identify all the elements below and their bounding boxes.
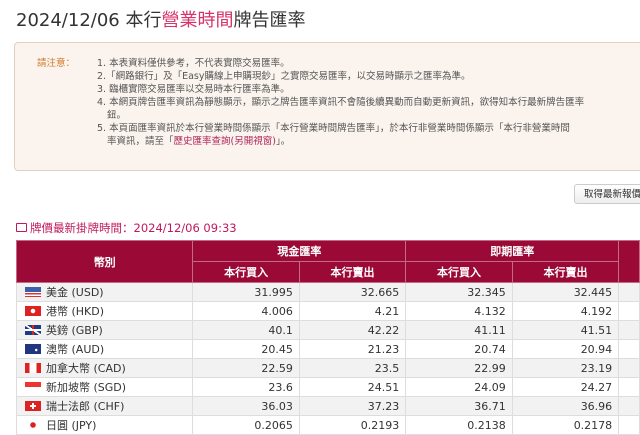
spot-sell-cell: 32.445 xyxy=(511,282,620,302)
cash-sell-cell: 0.2193 xyxy=(298,415,407,435)
spot-buy-cell: 4.132 xyxy=(405,301,513,321)
spot-buy-header: 本行買入 xyxy=(405,261,513,283)
table-row: 英鎊 (GBP) 40.1 42.22 41.11 41.51 xyxy=(15,320,640,340)
notice-item: 1. 本表資料僅供參考，不代表實際交易匯率。 xyxy=(97,58,290,69)
flag-ch-icon xyxy=(25,401,41,411)
cash-buy-cell: 23.6 xyxy=(192,377,300,397)
notice-item: 2.「網路銀行」及「Easy購線上申購現鈔」之實際交易匯率，以交易時顯示之匯率為… xyxy=(97,71,471,82)
spot-rate-header: 即期匯率 xyxy=(405,240,620,262)
table-row: 瑞士法郎 (CHF) 36.03 37.23 36.71 36.96 xyxy=(15,396,640,416)
currency-cell: 加拿大幣 (CAD) xyxy=(15,358,194,378)
spot-buy-cell: 32.345 xyxy=(405,282,513,302)
table-row: 日圓 (JPY) 0.2065 0.2193 0.2138 0.2178 xyxy=(15,415,640,435)
currency-cell: 瑞士法郎 (CHF) xyxy=(15,396,194,416)
notice-item: 4. 本網頁牌告匯率資訊為靜態顯示，顯示之牌告匯率資訊不會隨後續異動而自動更新資… xyxy=(97,97,585,108)
cash-buy-cell: 4.006 xyxy=(192,301,300,321)
spot-sell-cell: 20.94 xyxy=(511,339,620,359)
table-row: 澳幣 (AUD) 20.45 21.23 20.74 20.94 xyxy=(15,339,640,359)
cash-buy-cell: 0.2065 xyxy=(192,415,300,435)
table-row: 港幣 (HKD) 4.006 4.21 4.132 4.192 xyxy=(15,301,640,321)
currency-cell: 英鎊 (GBP) xyxy=(15,320,194,340)
cash-sell-cell: 4.21 xyxy=(298,301,407,321)
cash-buy-header: 本行買入 xyxy=(192,261,300,283)
spot-sell-cell: 36.96 xyxy=(511,396,620,416)
spot-sell-cell: 23.19 xyxy=(511,358,620,378)
cash-sell-cell: 37.23 xyxy=(298,396,407,416)
notice-label: 請注意： xyxy=(37,58,76,69)
currency-cell: 日圓 (JPY) xyxy=(15,415,194,435)
currency-cell: 港幣 (HKD) xyxy=(15,301,194,321)
spot-sell-cell: 0.2178 xyxy=(511,415,620,435)
notice-item: 率資訊，請至「歷史匯率查詢(另開視窗)」。 xyxy=(107,136,291,147)
cash-sell-header: 本行賣出 xyxy=(298,261,407,283)
currency-cell: 美金 (USD) xyxy=(15,282,194,302)
table-row: 美金 (USD) 31.995 32.665 32.345 32.445 xyxy=(15,282,640,302)
notice-item: 5. 本頁面匯率資訊於本行營業時間係顯示「本行營業時間牌告匯率」，於本行非營業時… xyxy=(97,123,570,134)
cash-sell-cell: 23.5 xyxy=(298,358,407,378)
cash-buy-cell: 36.03 xyxy=(192,396,300,416)
flag-gb-icon xyxy=(25,325,41,335)
spot-sell-cell: 41.51 xyxy=(511,320,620,340)
flag-us-icon xyxy=(25,287,41,297)
flag-jp-icon xyxy=(25,420,41,430)
cash-sell-cell: 21.23 xyxy=(298,339,407,359)
spot-buy-cell: 0.2138 xyxy=(405,415,513,435)
table-row: 新加坡幣 (SGD) 23.6 24.51 24.09 24.27 xyxy=(15,377,640,397)
history-rate-link[interactable]: 歷史匯率查詢(另開視窗) xyxy=(173,136,276,147)
currency-cell: 新加坡幣 (SGD) xyxy=(15,377,194,397)
cash-buy-cell: 20.45 xyxy=(192,339,300,359)
refresh-quote-button[interactable]: 取得最新報價 xyxy=(574,184,640,204)
spot-buy-cell: 41.11 xyxy=(405,320,513,340)
spot-buy-cell: 20.74 xyxy=(405,339,513,359)
cash-buy-cell: 31.995 xyxy=(192,282,300,302)
cash-sell-cell: 32.665 xyxy=(298,282,407,302)
flag-au-icon xyxy=(25,344,41,354)
table-row: 加拿大幣 (CAD) 22.59 23.5 22.99 23.19 xyxy=(15,358,640,378)
notice-item: 鈕。 xyxy=(107,110,127,121)
flag-hk-icon xyxy=(25,306,41,316)
flag-ca-icon xyxy=(25,363,41,373)
rate-table: 幣別 現金匯率 即期匯率 本行買入 本行賣出 本行買入 本行賣出 美金 (USD) 31.9… xyxy=(15,240,640,435)
spot-sell-header: 本行賣出 xyxy=(511,261,620,283)
spot-buy-cell: 36.71 xyxy=(405,396,513,416)
cash-sell-cell: 24.51 xyxy=(298,377,407,397)
page-title: 2024/12/06 本行營業時間牌告匯率 xyxy=(16,10,306,31)
cash-sell-cell: 42.22 xyxy=(298,320,407,340)
monitor-icon xyxy=(16,223,27,232)
notice-item: 3. 臨櫃實際交易匯率以交易時本行匯率為準。 xyxy=(97,84,290,95)
spot-buy-cell: 22.99 xyxy=(405,358,513,378)
currency-cell: 澳幣 (AUD) xyxy=(15,339,194,359)
cash-rate-header: 現金匯率 xyxy=(192,240,407,262)
cash-buy-cell: 22.59 xyxy=(192,358,300,378)
flag-sg-icon xyxy=(25,382,41,392)
spot-sell-cell: 4.192 xyxy=(511,301,620,321)
spot-sell-cell: 24.27 xyxy=(511,377,620,397)
spot-buy-cell: 24.09 xyxy=(405,377,513,397)
quote-time: 牌價最新掛牌時間：2024/12/06 09:33 xyxy=(16,220,237,236)
currency-header: 幣別 xyxy=(15,240,194,283)
cash-buy-cell: 40.1 xyxy=(192,320,300,340)
notice-box: 請注意： 1. 本表資料僅供參考，不代表實際交易匯率。 2.「網路銀行」及「Ea… xyxy=(14,42,640,171)
